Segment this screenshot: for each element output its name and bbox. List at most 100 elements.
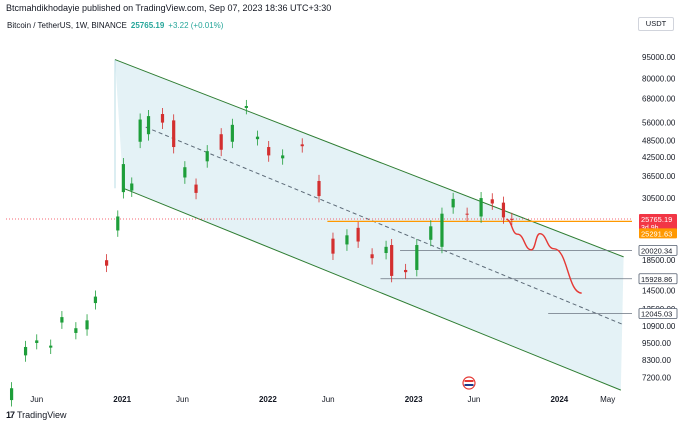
y-tick-label: 7200.00 (642, 373, 671, 382)
price-tag-label: 25765.19 (641, 215, 672, 224)
y-tick-label: 48500.00 (642, 136, 676, 145)
y-tick-label: 42500.00 (642, 153, 676, 162)
candle-body (85, 320, 89, 330)
candle-body (345, 235, 349, 245)
price-tags-group: 25765.193d 9h25291.6320020.3415928.86120… (638, 214, 678, 319)
candle-body (160, 114, 165, 123)
x-tick-label: 2021 (113, 395, 131, 404)
y-tick-label: 68000.00 (642, 94, 676, 103)
candle-body (429, 226, 433, 240)
price-tag (638, 308, 678, 319)
horizontal-levels-group (6, 218, 632, 314)
candle-body (130, 183, 134, 191)
candle-body (74, 328, 78, 333)
candle-body (23, 346, 28, 356)
candle-body (219, 134, 223, 150)
candles-group (9, 99, 514, 407)
footer-branding[interactable]: 17 TradingView (6, 410, 67, 420)
y-tick-label: 9500.00 (642, 339, 671, 348)
price-tag-label: 20020.34 (641, 246, 672, 255)
candle-body (501, 202, 506, 218)
x-tick-label: 2024 (550, 395, 568, 404)
candle-body (404, 269, 408, 273)
y-tick-label: 18500.00 (642, 256, 676, 265)
candle-body (479, 198, 483, 217)
x-tick-label: Jun (322, 395, 335, 404)
candle-body (451, 198, 455, 208)
candle-body (465, 213, 469, 215)
candle-body (244, 106, 248, 108)
channel-upper-line (114, 59, 624, 258)
y-tick-label: 30500.00 (642, 194, 676, 203)
x-tick-label: Jun (467, 395, 480, 404)
price-tag (638, 244, 678, 256)
brand-name: TradingView (17, 410, 67, 420)
price-tag (638, 273, 678, 285)
y-tick-label: 80000.00 (642, 74, 676, 83)
candle-body (356, 227, 360, 242)
channel-fill (114, 59, 624, 391)
candle-body (138, 119, 142, 142)
channel-middle-line (145, 126, 624, 326)
candle-body (35, 340, 39, 343)
candle-body (194, 184, 198, 193)
y-tick-label: 56000.00 (642, 119, 676, 128)
candle-body (60, 317, 64, 323)
y-tick-label: 95000.00 (642, 53, 676, 62)
candle-body (440, 213, 444, 247)
tradingview-logo-icon: 17 (6, 410, 15, 420)
candle-body (490, 199, 494, 204)
events-flag-icon-stripe (464, 384, 474, 386)
candle-body (370, 254, 374, 259)
x-tick-label: 2022 (259, 395, 277, 404)
candle-body (49, 345, 53, 348)
price-tag-label: 25291.63 (641, 229, 672, 238)
price-tag (639, 214, 677, 233)
events-flag-icon-stripe (464, 380, 474, 382)
currency-label[interactable]: USDT (638, 17, 674, 31)
candle-body (205, 151, 209, 162)
candle-body (230, 124, 234, 142)
x-tick-label: May (600, 395, 615, 404)
symbol-name[interactable]: Bitcoin / TetherUS, 1W, BINANCE (7, 21, 127, 30)
x-tick-label: 2023 (405, 395, 423, 404)
x-tick-label: Jun (30, 395, 43, 404)
candle-body (183, 167, 187, 178)
candle-body (390, 245, 394, 276)
candle-body (116, 216, 120, 231)
candle-body (255, 136, 260, 140)
candle-body (317, 180, 321, 197)
candle-body (146, 116, 151, 135)
chart-overlay-group (462, 376, 476, 390)
y-tick-label: 36500.00 (642, 172, 676, 181)
y-tick-label: 10900.00 (642, 322, 676, 331)
candle-body (121, 164, 125, 193)
candle-body (415, 245, 419, 270)
last-price: 25765.19 (130, 21, 165, 30)
publisher-line: Btcmahdikhodayie published on TradingVie… (6, 3, 332, 13)
candle-body (300, 144, 304, 147)
price-tag-label: 12045.03 (641, 309, 672, 318)
symbol-legend[interactable]: Bitcoin / TetherUS, 1W, BINANCE 25765.19… (7, 21, 223, 30)
channel-lower-line (123, 187, 622, 391)
candle-body (281, 155, 285, 159)
price-change: +3.22 (+0.01%) (168, 21, 224, 30)
candle-body (510, 218, 514, 220)
y-tick-label: 14500.00 (642, 286, 676, 295)
candle-body (172, 120, 176, 148)
candle-body (9, 388, 14, 401)
projection-path (506, 218, 582, 294)
candle-body (93, 296, 98, 304)
channel-group (114, 59, 624, 391)
candle-body (331, 238, 335, 254)
candle-body (105, 260, 109, 266)
price-tag (639, 228, 677, 239)
price-tag-label: 15928.86 (641, 275, 672, 284)
y-tick-label: 8300.00 (642, 356, 671, 365)
candle-body (384, 246, 388, 254)
candle-body (267, 147, 271, 156)
x-tick-label: Jun (176, 395, 189, 404)
events-flag-icon (462, 376, 476, 390)
